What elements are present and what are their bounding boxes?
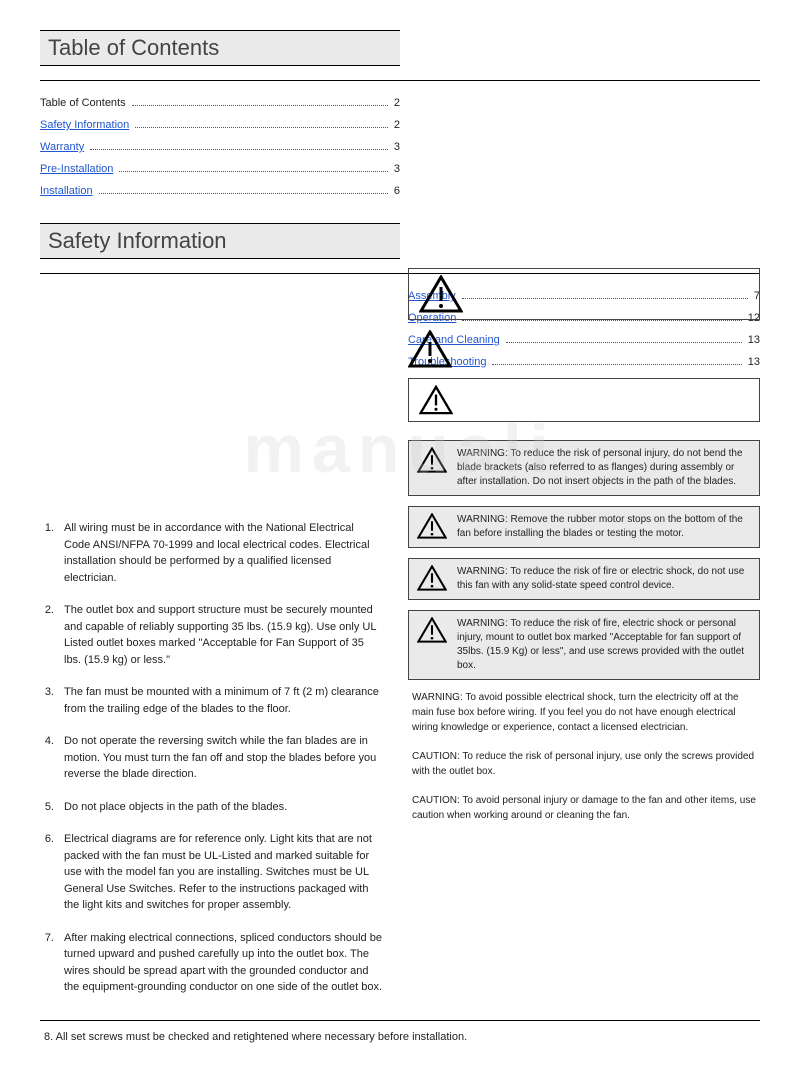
toc-entry-label[interactable]: Installation — [40, 185, 93, 197]
right-column: Assembly 7 Operation 12 Care and Cleanin… — [400, 290, 760, 837]
toc-entry-page: 2 — [394, 119, 400, 131]
toc-dots — [462, 290, 748, 299]
warning-text: WARNING: Remove the rubber motor stops o… — [457, 513, 751, 541]
warning-text: WARNING: To reduce the risk of fire or e… — [457, 565, 751, 593]
warning-triangle-icon — [417, 565, 447, 591]
toc-dots — [99, 185, 388, 194]
toc-entry-label: Table of Contents — [40, 97, 126, 109]
toc-entry-page: 2 — [394, 97, 400, 109]
list-item: 6.Electrical diagrams are for reference … — [40, 831, 382, 914]
toc-entry-page: 6 — [394, 185, 400, 197]
safety-header-wrap: Safety Information — [40, 223, 760, 274]
toc-dots — [90, 141, 388, 150]
safety-body: manuali Assembly 7 Operation 12 Care and… — [40, 290, 760, 1012]
warning-box: WARNING: To reduce the risk of personal … — [408, 440, 760, 496]
toc-entry-label[interactable]: Safety Information — [40, 119, 129, 131]
toc-header-wrap: Table of Contents — [40, 30, 760, 81]
list-item: 3.The fan must be mounted with a minimum… — [40, 684, 382, 717]
list-item: 4.Do not operate the reversing switch wh… — [40, 733, 382, 783]
toc-dots — [132, 97, 388, 106]
toc-row: Assembly 7 — [408, 290, 760, 302]
toc-entry-page: 3 — [394, 163, 400, 175]
caution-plain: CAUTION: To avoid personal injury or dam… — [408, 793, 760, 823]
left-column: 1.All wiring must be in accordance with … — [40, 290, 400, 1012]
caution-plain: CAUTION: To reduce the risk of personal … — [408, 749, 760, 779]
warning-triangle-icon — [417, 513, 447, 539]
warning-plain: WARNING: To avoid possible electrical sh… — [408, 690, 760, 735]
warning-text: WARNING: To reduce the risk of personal … — [457, 447, 751, 489]
toc-entry-label[interactable]: Operation — [408, 312, 456, 324]
toc-row: Operation 12 — [408, 312, 760, 324]
toc-row: Safety Information 2 — [40, 119, 400, 131]
toc-entry-page: 7 — [754, 290, 760, 302]
safety-numbered-list: 1.All wiring must be in accordance with … — [40, 520, 382, 996]
toc-entry-label[interactable]: Assembly — [408, 290, 456, 302]
toc-header: Table of Contents — [40, 30, 400, 66]
toc-entry-page: 12 — [748, 312, 760, 324]
warning-text: WARNING: To reduce the risk of fire, ele… — [457, 617, 751, 673]
warning-box: WARNING: To reduce the risk of fire, ele… — [408, 610, 760, 680]
list-item: 1.All wiring must be in accordance with … — [40, 520, 382, 586]
toc-dots — [119, 163, 388, 172]
warning-triangle-icon — [419, 385, 453, 415]
document-page: Table of Contents Table of Contents 2 Sa… — [0, 0, 800, 1085]
warning-triangle-box — [408, 378, 760, 422]
toc-row: Pre-Installation 3 — [40, 163, 400, 175]
toc-row: Warranty 3 — [40, 141, 400, 153]
bottom-rule — [40, 1020, 760, 1021]
toc-dots — [506, 334, 742, 343]
toc-row: Installation 6 — [40, 185, 400, 197]
toc-right: Assembly 7 Operation 12 Care and Cleanin… — [408, 290, 760, 368]
toc-dots — [135, 119, 388, 128]
toc-entry-page: 13 — [748, 356, 760, 368]
toc-entry-page: 3 — [394, 141, 400, 153]
list-item: 7.After making electrical connections, s… — [40, 930, 382, 996]
toc-entry-label[interactable]: Warranty — [40, 141, 84, 153]
toc-row: Table of Contents 2 — [40, 97, 400, 109]
toc-dots — [492, 356, 741, 365]
warning-triangle-icon — [417, 447, 447, 473]
warning-triangle-icon — [417, 617, 447, 643]
toc-entry-label[interactable]: Pre-Installation — [40, 163, 113, 175]
toc-dots — [462, 312, 741, 321]
toc-left: Table of Contents 2 Safety Information 2… — [40, 97, 400, 197]
toc-entry-page: 13 — [748, 334, 760, 346]
warning-box: WARNING: Remove the rubber motor stops o… — [408, 506, 760, 548]
list-item-8: 8. All set screws must be checked and re… — [40, 1029, 760, 1046]
warning-box: WARNING: To reduce the risk of fire or e… — [408, 558, 760, 600]
list-item: 2.The outlet box and support structure m… — [40, 602, 382, 668]
safety-header: Safety Information — [40, 223, 400, 259]
list-item: 5.Do not place objects in the path of th… — [40, 799, 382, 816]
